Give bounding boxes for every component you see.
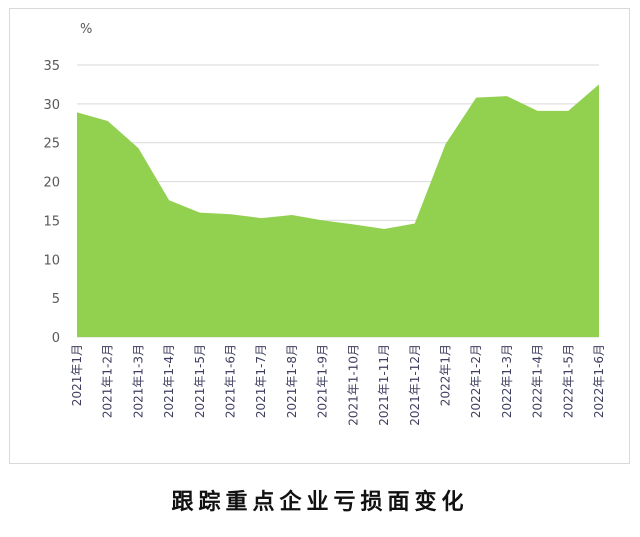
y-tick-label: 10 [43,253,60,268]
x-tick-label: 2022年1-3月 [500,344,514,418]
x-tick-label: 2021年1-10月 [346,344,360,426]
y-tick-label: 25 [43,137,60,152]
x-tick-label: 2021年1-3月 [131,344,145,418]
y-tick-label: 35 [43,59,60,74]
x-tick-label: 2022年1-5月 [561,344,575,418]
y-tick-label: 20 [43,176,60,191]
x-tick-label: 2021年1-12月 [408,344,422,426]
y-axis-ticks: 0 5 10 15 20 25 30 35 [43,59,60,346]
x-tick-label: 2021年1-5月 [193,344,207,418]
chart-area: % 0 5 10 15 20 25 30 35 2021年1月 2021年1-2月 2021年1-… [43,22,606,426]
x-tick-label: 2021年1-9月 [316,344,330,418]
y-tick-label: 30 [43,98,60,113]
y-tick-label: 15 [43,214,60,229]
y-tick-label: 5 [52,292,60,307]
x-tick-label: 2021年1-6月 [224,344,238,418]
y-unit-label: % [80,22,92,37]
x-tick-label: 2022年1月 [438,344,452,406]
x-tick-label: 2022年1-6月 [592,344,606,418]
x-tick-label: 2021年1-8月 [285,344,299,418]
x-tick-label: 2022年1-2月 [469,344,483,418]
x-tick-label: 2021年1-2月 [101,344,115,418]
x-tick-label: 2021年1-4月 [162,344,176,418]
area-layer [77,84,599,337]
x-axis-ticks: 2021年1月 2021年1-2月 2021年1-3月 2021年1-4月 2021年1… [70,344,606,426]
x-tick-label: 2021年1-7月 [254,344,268,418]
x-tick-label: 2022年1-4月 [531,344,545,418]
x-tick-label: 2021年1月 [70,344,84,406]
y-tick-label: 0 [52,331,60,346]
x-tick-label: 2021年1-11月 [377,344,391,426]
chart-caption: 跟踪重点企业亏损面变化 [171,489,469,515]
area-series [77,84,599,337]
